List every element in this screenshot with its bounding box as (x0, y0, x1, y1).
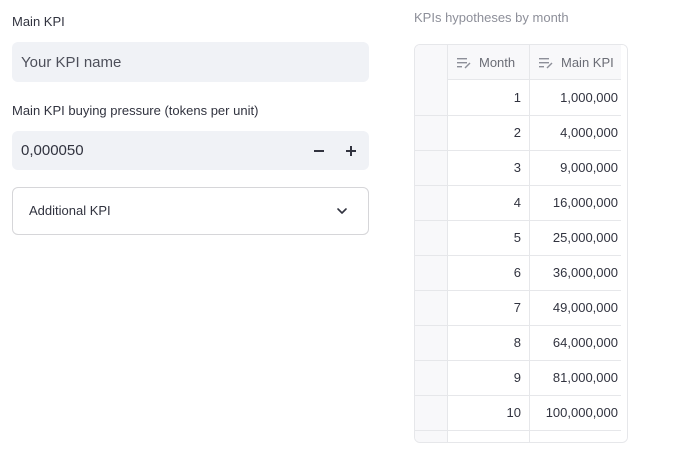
column-separator (529, 45, 530, 442)
chevron-down-icon (337, 208, 347, 214)
buying-pressure-value[interactable]: 0,000050 (21, 142, 84, 159)
row-separator (415, 255, 621, 256)
cell-month[interactable]: 4 (513, 195, 521, 210)
row-separator (415, 395, 621, 396)
cell-main-kpi[interactable]: 49,000,000 (552, 300, 618, 315)
row-separator (415, 185, 621, 186)
cell-main-kpi[interactable]: 81,000,000 (552, 370, 618, 385)
cell-main-kpi[interactable]: 64,000,000 (552, 335, 618, 350)
row-separator (415, 290, 621, 291)
grid-header (415, 45, 627, 80)
cell-month[interactable]: 2 (513, 125, 521, 140)
cell-month[interactable]: 7 (513, 300, 521, 315)
cell-main-kpi[interactable]: 16,000,000 (552, 195, 618, 210)
cell-month[interactable]: 10 (506, 405, 521, 420)
cell-month[interactable]: 1 (513, 90, 521, 105)
decrement-button[interactable] (304, 131, 334, 170)
cell-main-kpi[interactable]: 36,000,000 (552, 265, 618, 280)
main-kpi-label: Main KPI (12, 14, 65, 29)
grid-scrollbar[interactable] (621, 45, 627, 442)
cell-main-kpi[interactable]: 9,000,000 (560, 160, 618, 175)
cell-month[interactable]: 3 (513, 160, 521, 175)
column-header-month[interactable]: Month (457, 45, 515, 80)
increment-button[interactable] (336, 131, 366, 170)
row-separator (415, 325, 621, 326)
cell-main-kpi[interactable]: 100,000,000 (545, 405, 618, 420)
row-separator (415, 150, 621, 151)
kpi-data-grid[interactable]: Month Main KPI 1 1,000,000 2 4,000,000 3 9,00… (414, 44, 628, 443)
expander-label: Additional KPI (29, 203, 111, 218)
cell-main-kpi[interactable]: 25,000,000 (552, 230, 618, 245)
row-index-column (415, 45, 448, 442)
row-separator (415, 220, 621, 221)
row-separator (415, 115, 621, 116)
cell-main-kpi[interactable]: 1,000,000 (560, 90, 618, 105)
buying-pressure-label: Main KPI buying pressure (tokens per uni… (12, 103, 259, 118)
cell-month[interactable]: 5 (513, 230, 521, 245)
buying-pressure-input[interactable]: 0,000050 (12, 131, 369, 170)
edit-column-icon (457, 57, 471, 68)
cell-month[interactable]: 9 (513, 370, 521, 385)
row-separator (415, 430, 621, 431)
cell-month[interactable]: 8 (513, 335, 521, 350)
main-kpi-input[interactable] (12, 42, 369, 82)
minus-icon (314, 149, 324, 152)
cell-month[interactable]: 6 (513, 265, 521, 280)
table-title: KPIs hypotheses by month (414, 10, 569, 25)
row-separator (415, 360, 621, 361)
additional-kpi-expander[interactable]: Additional KPI (12, 187, 369, 235)
edit-column-icon (539, 57, 553, 68)
plus-icon (346, 145, 356, 156)
column-header-label: Main KPI (561, 55, 614, 70)
column-header-main-kpi[interactable]: Main KPI (539, 45, 614, 80)
cell-main-kpi[interactable]: 4,000,000 (560, 125, 618, 140)
column-header-label: Month (479, 55, 516, 70)
